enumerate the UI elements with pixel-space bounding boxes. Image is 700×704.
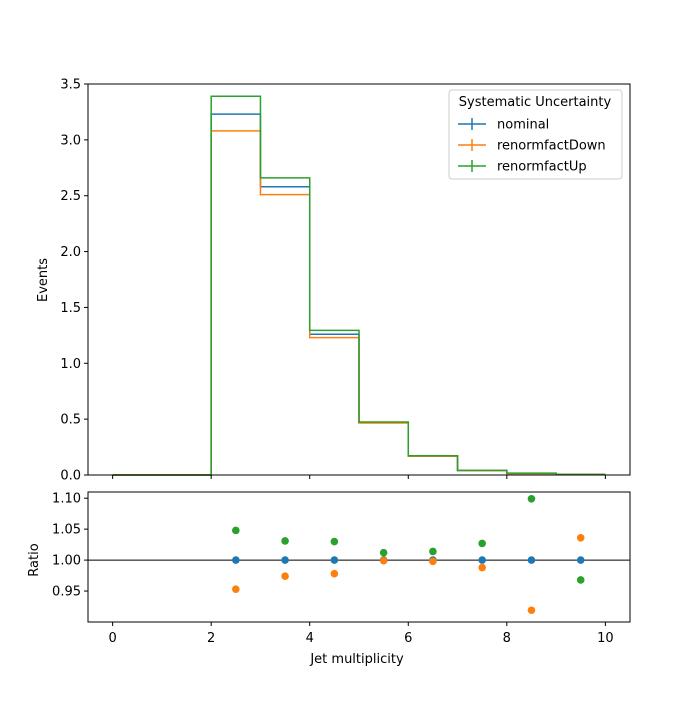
ratio-point-nominal [281,556,289,564]
ratio-x-ticks: 0 2 4 6 8 10 [108,622,614,646]
ratio-panel: 0.95 1.00 1.05 1.10 0 2 4 6 8 10 Ratio Jet multi… [27,491,631,667]
legend-entry-renormfactUp: renormfactUp [458,160,587,175]
main-y-ticks: 0.0 0.5 1.0 1.5 2.0 2.5 3.0 3.5 [60,78,88,484]
ratio-y-tick-label: 1.05 [52,523,81,538]
ratio-point-nominal [330,556,339,564]
ratio-point-renormfactUp [232,526,240,535]
ratio-y-tick-label: 1.10 [52,492,81,507]
ratio-point-renormfactDown [379,556,388,565]
ratio-point-renormfactUp [527,495,536,503]
legend-label: renormfactDown [497,139,606,154]
ratio-series-renormfactDown [232,534,585,615]
ratio-point-renormfactDown [330,569,339,578]
ratio-y-axis-label: Ratio [27,543,42,576]
main-y-tick-label: 2.0 [60,245,81,260]
ratio-point-renormfactUp [330,537,339,546]
ratio-point-nominal [576,556,585,564]
main-y-tick-label: 1.0 [60,357,81,372]
main-y-tick-label: 1.5 [60,301,81,316]
legend-box [448,89,623,180]
ratio-point-renormfactDown [478,563,486,572]
ratio-point-renormfactDown [429,557,437,566]
ratio-point-nominal [527,556,536,564]
ratio-y-tick-label: 0.95 [52,585,81,600]
main-y-tick-label: 3.0 [60,133,81,148]
x-tick-label: 10 [597,631,614,646]
ratio-plot-area [88,495,630,615]
series-renormfactUp-step [112,95,606,476]
main-y-tick-label: 3.5 [60,78,81,93]
legend-title: Systematic Uncertainty [459,95,612,110]
ratio-point-renormfactDown [232,585,240,593]
ratio-point-renormfactUp [478,539,486,548]
main-y-tick-label: 0.0 [60,469,81,484]
ratio-y-tick-label: 1.00 [52,554,81,569]
main-y-axis-label: Events [36,258,51,302]
main-x-ticks [112,475,606,479]
ratio-y-ticks: 0.95 1.00 1.05 1.10 [52,492,88,600]
x-tick-label: 8 [503,631,511,646]
ratio-point-renormfactDown [281,572,289,580]
ratio-point-nominal [478,556,486,564]
legend-label: nominal [497,118,549,133]
ratio-axes-frame [87,491,631,623]
main-panel: 0.0 0.5 1.0 1.5 2.0 2.5 3.0 3.5 Events [36,78,631,484]
x-axis-label: Jet multiplicity [309,652,404,667]
main-y-tick-label: 0.5 [60,413,81,428]
legend: Systematic Uncertainty nominal renormfact… [448,89,623,180]
ratio-point-renormfactUp [429,547,437,556]
ratio-point-renormfactUp [379,548,388,557]
legend-label: renormfactUp [497,160,587,175]
ratio-point-renormfactUp [576,576,585,584]
x-tick-label: 2 [207,631,215,646]
legend-entries: nominal renormfactDown renormfactUp [458,118,606,175]
ratio-point-renormfactDown [527,606,536,615]
ratio-point-nominal [232,556,240,564]
legend-entry-nominal: nominal [458,118,549,133]
ratio-series-renormfactUp [232,495,585,584]
main-plot-area [112,95,606,476]
legend-entry-renormfactDown: renormfactDown [458,139,606,154]
main-axes-frame [87,83,631,476]
x-tick-label: 0 [108,631,116,646]
main-y-tick-label: 2.5 [60,189,81,204]
x-tick-label: 4 [306,631,314,646]
ratio-point-renormfactDown [576,534,585,542]
x-tick-label: 6 [404,631,412,646]
ratio-point-renormfactUp [281,537,289,545]
